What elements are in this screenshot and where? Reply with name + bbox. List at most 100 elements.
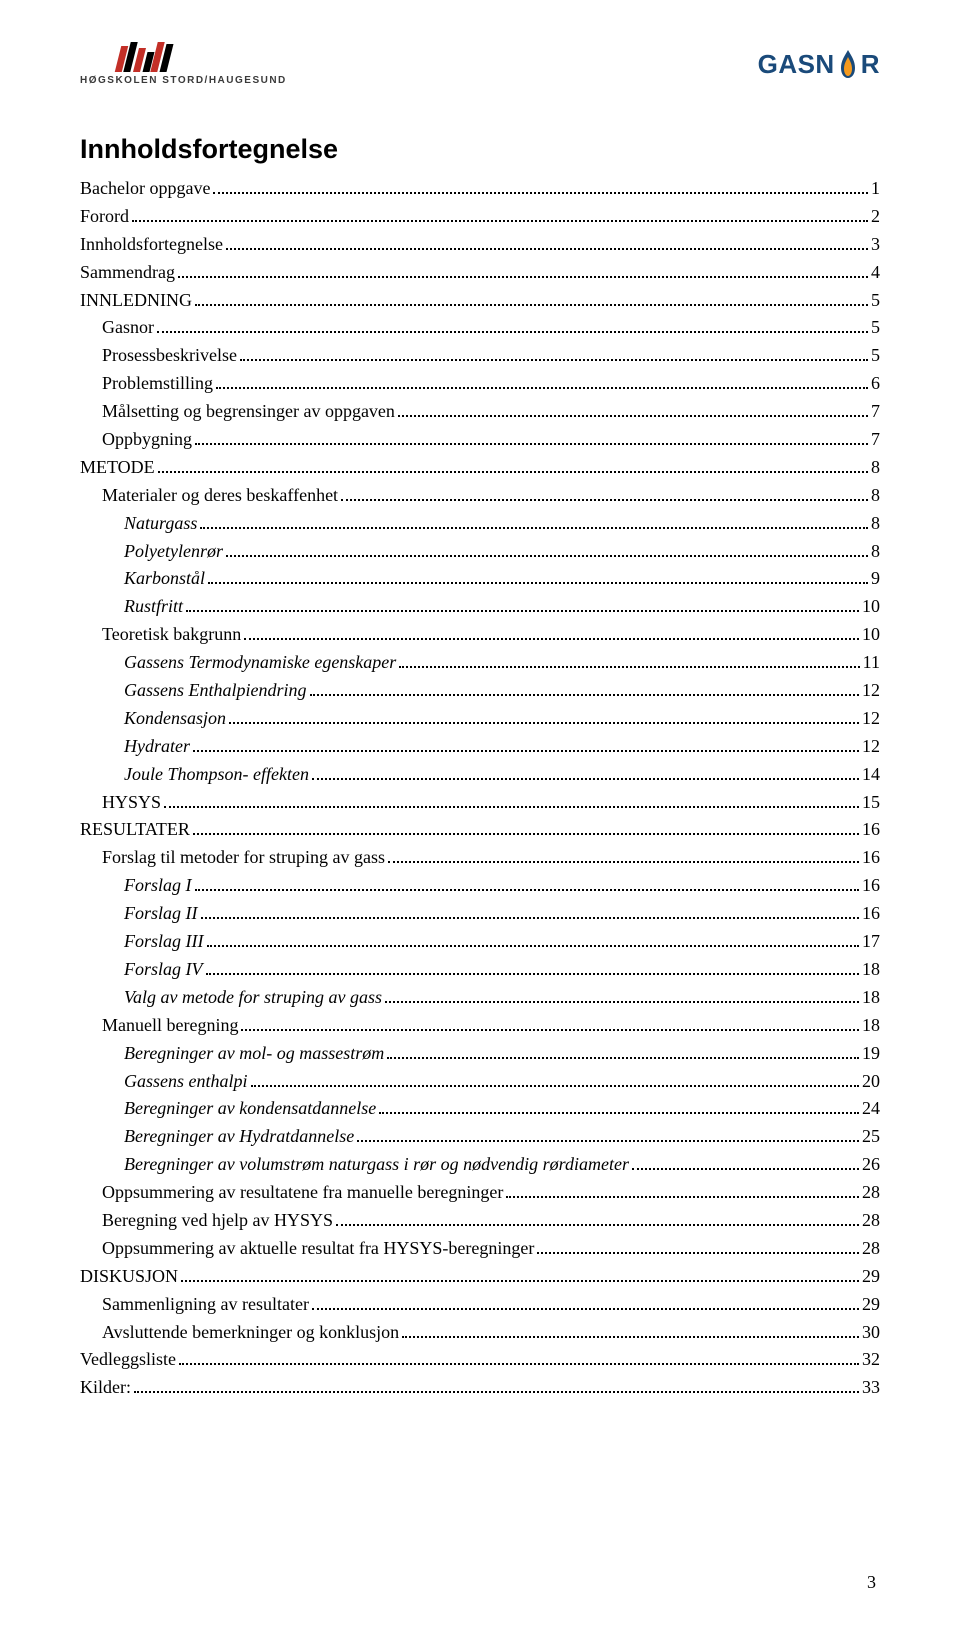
toc-leader-dots [193,819,859,835]
toc-entry-page: 8 [871,538,880,566]
toc-entry-page: 10 [862,593,880,621]
toc-title: Innholdsfortegnelse [80,134,880,165]
toc-entry-page: 3 [871,231,880,259]
toc-entry-label: Gassens Enthalpiendring [124,677,307,705]
toc-leader-dots [132,206,868,222]
toc-entry-label: Joule Thompson- effekten [124,761,309,789]
toc-leader-dots [240,345,868,361]
toc-entry-label: Beregninger av kondensatdannelse [124,1095,376,1123]
toc-row: Gasnor 5 [80,314,880,342]
toc-row: Bachelor oppgave 1 [80,175,880,203]
toc-entry-label: Gassens enthalpi [124,1068,248,1096]
toc-entry-label: Beregninger av mol- og massestrøm [124,1040,384,1068]
toc-row: Beregninger av mol- og massestrøm 19 [80,1040,880,1068]
toc-row: INNLEDNING 5 [80,287,880,315]
toc-row: Forslag IV 18 [80,956,880,984]
toc-entry-page: 5 [871,342,880,370]
toc-leader-dots [388,847,859,863]
toc-entry-page: 16 [862,900,880,928]
toc-row: Oppbygning 7 [80,426,880,454]
toc-entry-page: 8 [871,482,880,510]
toc-entry-page: 8 [871,454,880,482]
toc-row: DISKUSJON 29 [80,1263,880,1291]
page-number: 3 [867,1572,876,1593]
toc-entry-page: 8 [871,510,880,538]
toc-leader-dots [164,791,859,807]
toc-entry-page: 16 [862,816,880,844]
toc-leader-dots [216,373,868,389]
toc-row: Beregninger av Hydratdannelse 25 [80,1123,880,1151]
toc-leader-dots [357,1126,859,1142]
toc-row: Målsetting og begrensinger av oppgaven 7 [80,398,880,426]
toc-leader-dots [179,1349,859,1365]
toc-entry-page: 15 [862,789,880,817]
toc-row: Gassens enthalpi 20 [80,1068,880,1096]
toc-entry-page: 12 [862,705,880,733]
toc-leader-dots [387,1042,859,1058]
toc-row: Sammenligning av resultater 29 [80,1291,880,1319]
toc-entry-label: METODE [80,454,155,482]
toc-entry-page: 1 [871,175,880,203]
toc-row: Forslag til metoder for struping av gass… [80,844,880,872]
logo-right-text-a: GASN [758,49,835,80]
toc-row: METODE 8 [80,454,880,482]
toc-entry-label: Beregning ved hjelp av HYSYS [102,1207,333,1235]
toc-leader-dots [398,401,868,417]
toc-entry-label: Valg av metode for struping av gass [124,984,382,1012]
toc-leader-dots [385,986,859,1002]
toc-entry-page: 17 [862,928,880,956]
toc-row: Forslag II 16 [80,900,880,928]
toc-leader-dots [379,1098,859,1114]
toc-entry-page: 28 [862,1179,880,1207]
logo-right: GASN R [758,48,880,80]
toc-entry-page: 7 [871,426,880,454]
toc-entry-page: 30 [862,1319,880,1347]
toc-leader-dots [402,1321,859,1337]
toc-entry-page: 2 [871,203,880,231]
page-header: HØGSKOLEN STORD/HAUGESUND GASN R [80,42,880,86]
toc-entry-label: Oppbygning [102,426,192,454]
toc-entry-page: 20 [862,1068,880,1096]
toc-entry-label: Forslag I [124,872,192,900]
toc-row: Valg av metode for struping av gass 18 [80,984,880,1012]
toc-entry-page: 33 [862,1374,880,1402]
toc-entry-page: 25 [862,1123,880,1151]
toc-entry-page: 6 [871,370,880,398]
toc-leader-dots [134,1377,859,1393]
toc-leader-dots [312,763,859,779]
toc-row: Oppsummering av aktuelle resultat fra HY… [80,1235,880,1263]
toc-entry-label: Avsluttende bemerkninger og konklusjon [102,1319,399,1347]
toc-entry-label: Forslag III [124,928,204,956]
toc-leader-dots [341,484,868,500]
toc-entry-page: 28 [862,1207,880,1235]
toc-row: Prosessbeskrivelse 5 [80,342,880,370]
toc-entry-label: Manuell beregning [102,1012,238,1040]
toc-leader-dots [157,317,868,333]
toc-row: Hydrater 12 [80,733,880,761]
toc-entry-label: Problemstilling [102,370,213,398]
toc-row: Manuell beregning 18 [80,1012,880,1040]
toc-row: Forord 2 [80,203,880,231]
toc-entry-label: Oppsummering av aktuelle resultat fra HY… [102,1235,534,1263]
toc-entry-page: 16 [862,872,880,900]
toc-entry-page: 19 [862,1040,880,1068]
toc-entry-page: 4 [871,259,880,287]
toc-entry-page: 16 [862,844,880,872]
toc-leader-dots [399,652,859,668]
toc-entry-label: Innholdsfortegnelse [80,231,223,259]
toc-entry-page: 12 [862,733,880,761]
toc-entry-page: 5 [871,287,880,315]
toc-entry-page: 29 [862,1263,880,1291]
toc-leader-dots [336,1210,859,1226]
logo-right-text-b: R [861,49,880,80]
toc-entry-label: Beregninger av volumstrøm naturgass i rø… [124,1151,629,1179]
toc-entry-label: Karbonstål [124,565,205,593]
toc-row: Materialer og deres beskaffenhet 8 [80,482,880,510]
toc-entry-page: 18 [862,984,880,1012]
toc-leader-dots [195,429,868,445]
toc-row: Sammendrag 4 [80,259,880,287]
toc-entry-page: 18 [862,1012,880,1040]
toc-leader-dots [229,708,859,724]
toc-leader-dots [241,1014,859,1030]
toc-leader-dots [310,680,860,696]
